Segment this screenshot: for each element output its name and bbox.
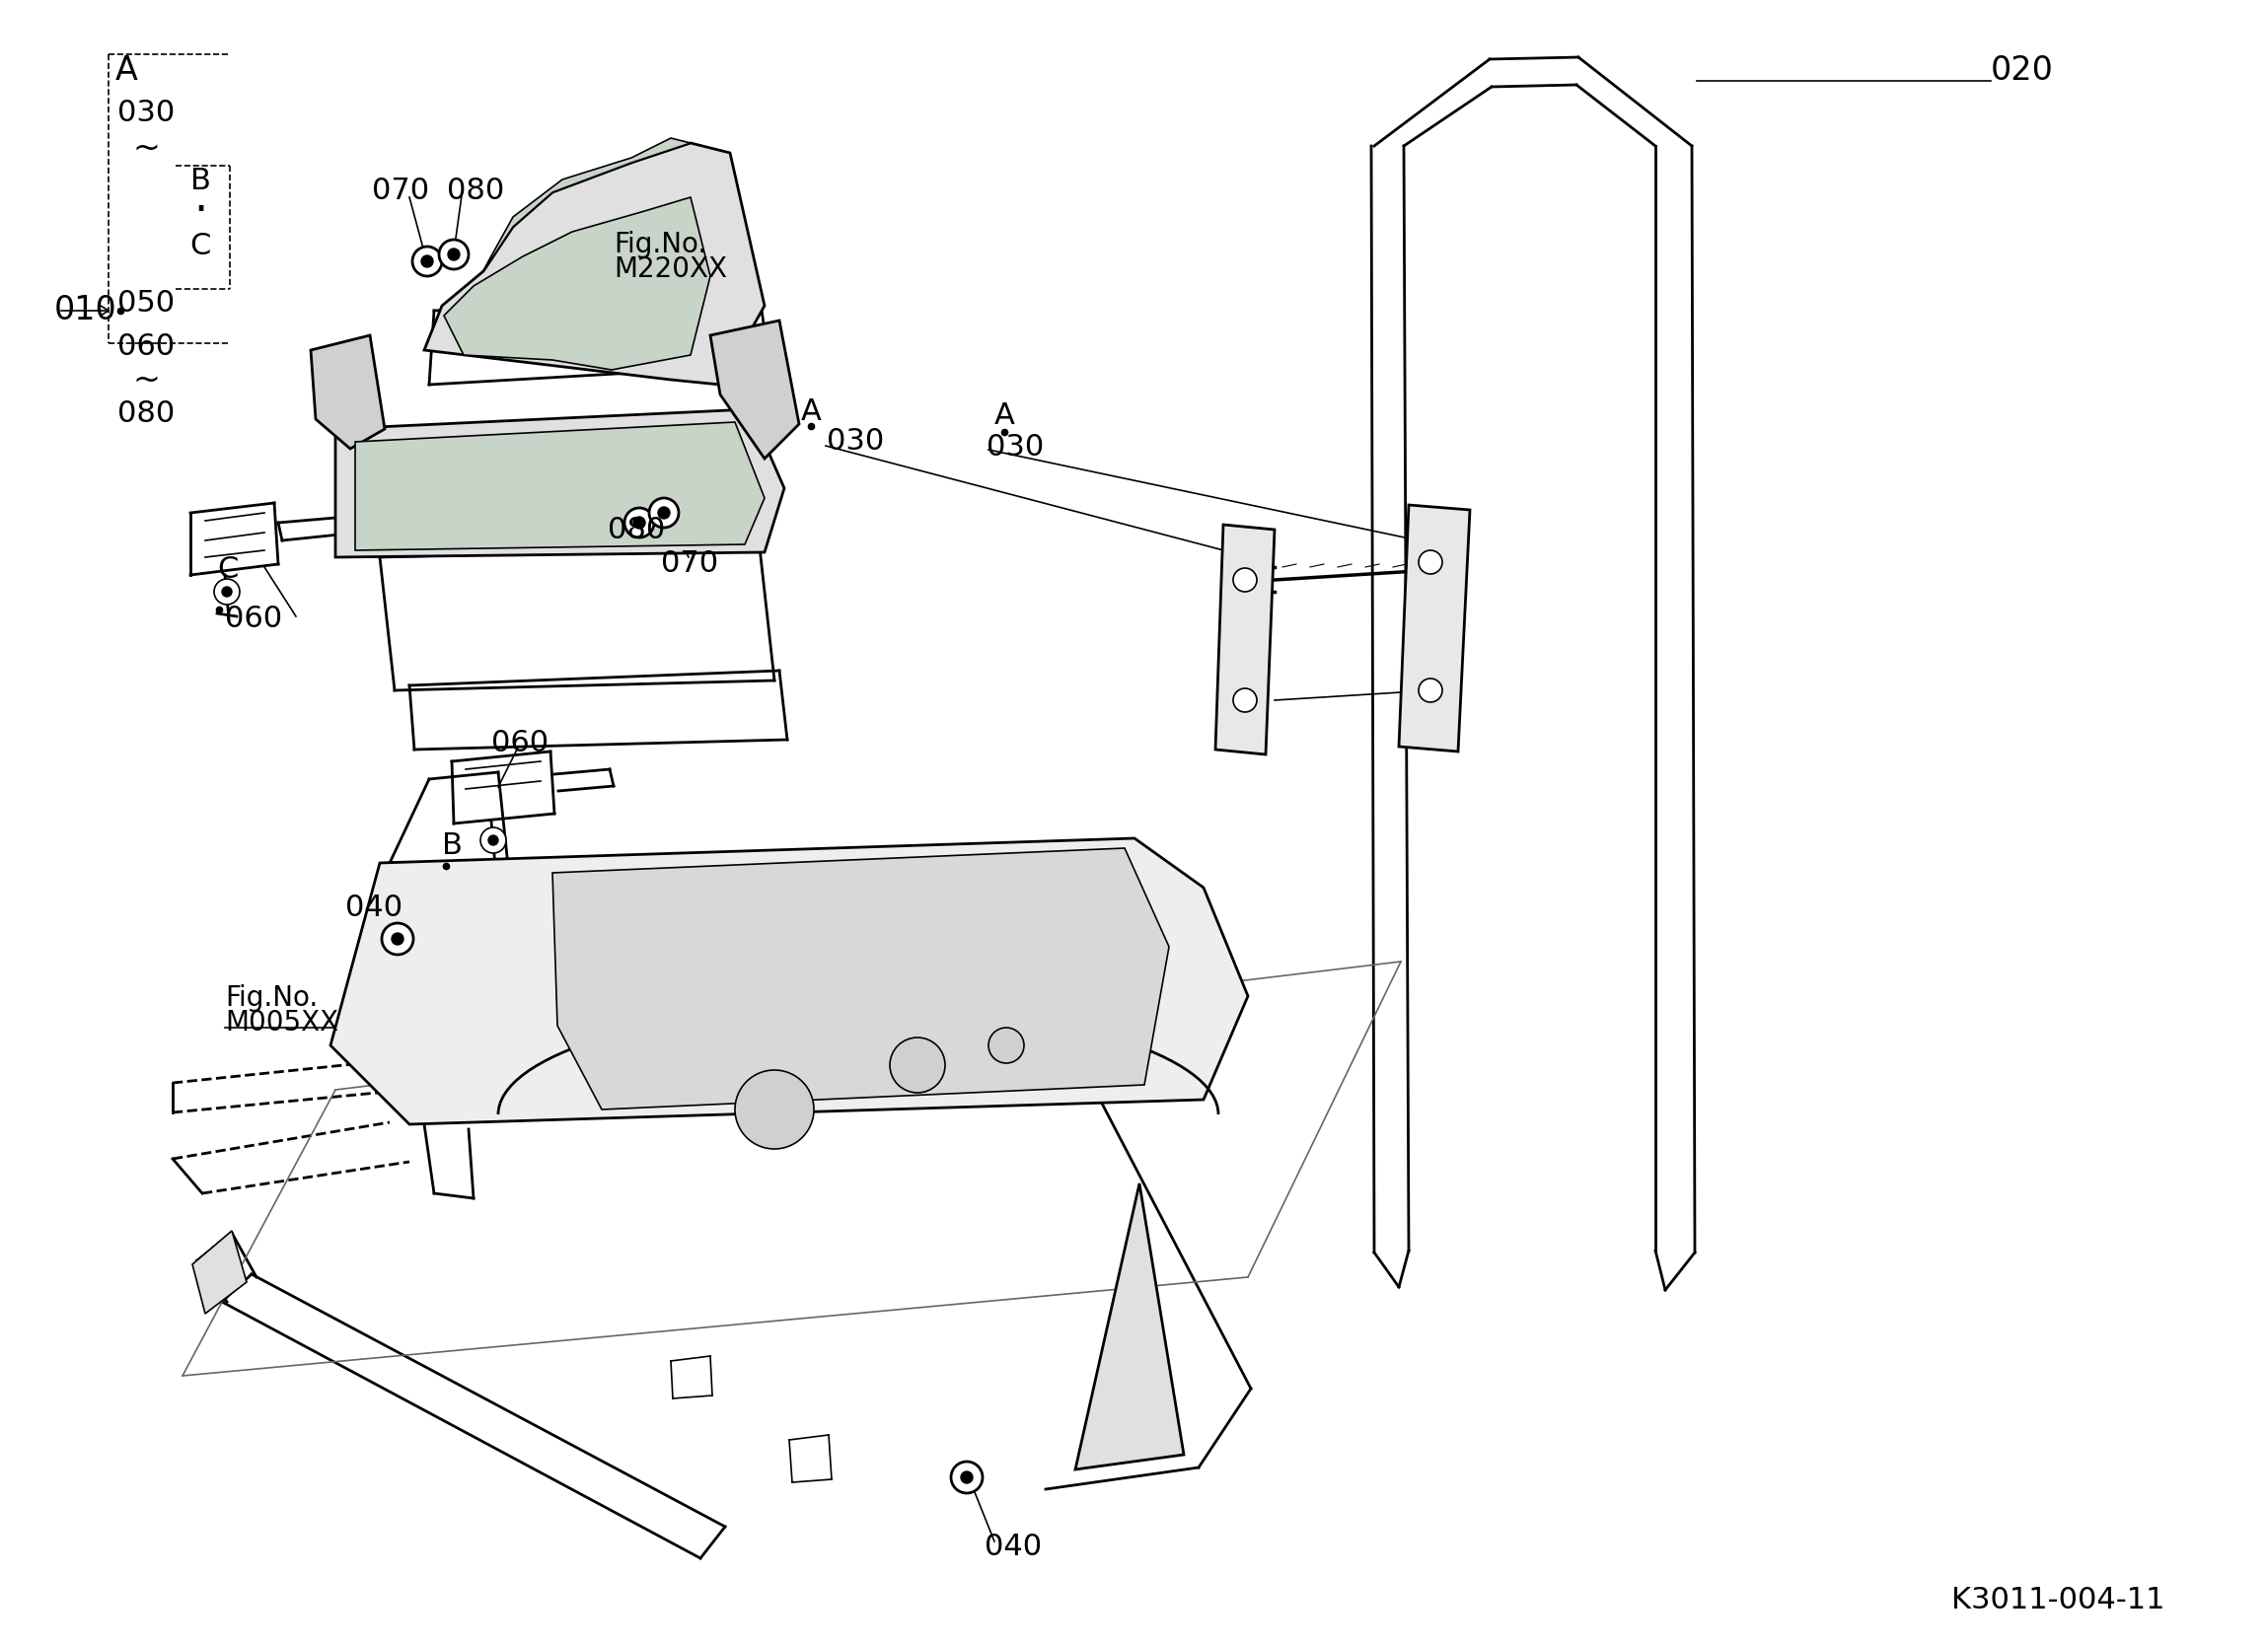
Circle shape: [488, 835, 499, 844]
Polygon shape: [336, 410, 785, 558]
Circle shape: [381, 923, 413, 955]
Text: A: A: [993, 402, 1016, 431]
Circle shape: [658, 507, 669, 518]
Polygon shape: [1399, 505, 1470, 752]
Polygon shape: [710, 321, 798, 459]
Text: K3011-004-11: K3011-004-11: [1950, 1585, 2166, 1615]
Circle shape: [440, 240, 469, 270]
Text: ·: ·: [193, 191, 206, 234]
Polygon shape: [193, 1231, 247, 1314]
Polygon shape: [1075, 1183, 1184, 1470]
Text: 070: 070: [372, 176, 429, 204]
Text: 010: 010: [54, 295, 118, 328]
Circle shape: [392, 933, 404, 945]
Polygon shape: [356, 421, 764, 550]
Polygon shape: [424, 143, 764, 385]
Text: 040: 040: [984, 1532, 1041, 1560]
Text: 080: 080: [608, 517, 665, 545]
Text: 080: 080: [447, 176, 503, 204]
Text: B: B: [442, 831, 463, 861]
Circle shape: [1418, 550, 1442, 574]
Text: Fig.No.: Fig.No.: [225, 984, 318, 1012]
Text: ~: ~: [132, 364, 159, 397]
Text: 050: 050: [118, 290, 175, 318]
Polygon shape: [311, 336, 386, 449]
Polygon shape: [1216, 525, 1275, 754]
Circle shape: [989, 1027, 1025, 1063]
Text: ~: ~: [132, 132, 159, 165]
Circle shape: [1234, 688, 1256, 713]
Circle shape: [481, 828, 506, 853]
Polygon shape: [553, 848, 1168, 1109]
Text: C: C: [218, 556, 238, 584]
Circle shape: [213, 579, 240, 604]
Text: A: A: [801, 398, 821, 426]
Polygon shape: [483, 138, 689, 272]
Text: 070: 070: [660, 550, 719, 578]
Polygon shape: [445, 198, 710, 370]
Circle shape: [624, 509, 653, 538]
Text: A: A: [116, 54, 138, 87]
Circle shape: [962, 1472, 973, 1483]
Text: 030: 030: [828, 428, 885, 456]
Circle shape: [1234, 568, 1256, 591]
Text: B: B: [191, 166, 211, 194]
Circle shape: [649, 499, 678, 528]
Circle shape: [1418, 678, 1442, 703]
Text: M005XX: M005XX: [225, 1009, 338, 1037]
Circle shape: [889, 1037, 946, 1093]
Text: 060: 060: [225, 606, 281, 634]
Text: M220XX: M220XX: [615, 255, 728, 283]
Circle shape: [413, 247, 442, 277]
Circle shape: [447, 249, 460, 260]
Text: 060: 060: [492, 728, 549, 757]
Circle shape: [950, 1462, 982, 1493]
Text: 040: 040: [345, 894, 404, 922]
Text: Fig.No.: Fig.No.: [615, 230, 708, 258]
Text: 080: 080: [118, 400, 175, 428]
Text: 060: 060: [118, 332, 175, 362]
Text: 020: 020: [1991, 54, 2055, 87]
Circle shape: [735, 1070, 814, 1149]
Circle shape: [422, 255, 433, 267]
Text: 030: 030: [987, 433, 1043, 461]
Polygon shape: [331, 838, 1247, 1124]
Text: C: C: [191, 232, 211, 260]
Circle shape: [633, 517, 644, 528]
Text: 030: 030: [118, 99, 175, 128]
Circle shape: [222, 588, 231, 596]
